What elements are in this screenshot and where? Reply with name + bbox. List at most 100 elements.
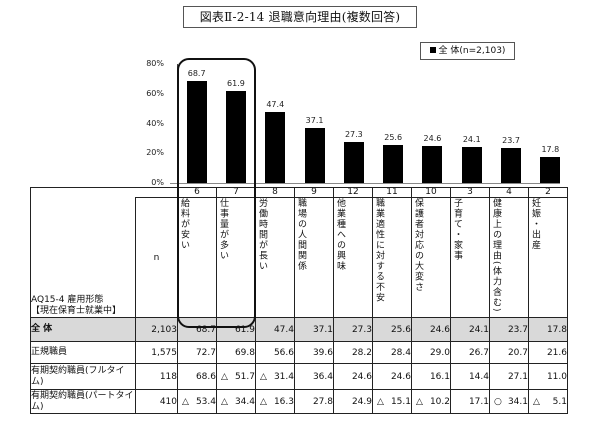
cell-value: △ 34.4 <box>216 389 256 414</box>
value-text: 72.7 <box>195 347 216 358</box>
col-label: 職場の人間関係 <box>294 197 334 318</box>
cell-value: 36.4 <box>294 363 334 390</box>
cell-value: 11.0 <box>528 363 568 390</box>
bar-value-label: 23.7 <box>502 135 520 145</box>
col-label: 子育て・家事 <box>450 197 490 318</box>
bar-chart: 80% 60% 40% 20% 0% 68.7 61.9 47.4 37.1 27.3 2… <box>0 0 600 190</box>
cell-value: △ 15.1 <box>372 389 412 414</box>
value-text: 20.7 <box>507 347 528 358</box>
bar <box>343 142 364 183</box>
row-label: 全 体 <box>30 317 136 342</box>
row-label: 有期契約職員(フルタイム) <box>30 363 136 390</box>
triangle-mark-icon: △ <box>260 371 267 382</box>
cell-value: 56.6 <box>255 341 295 364</box>
y-tick-20: 20% <box>146 148 164 157</box>
value-text: 21.6 <box>546 347 567 358</box>
cell-value: 24.6 <box>333 363 373 390</box>
value-text: 17.8 <box>546 324 567 335</box>
cell-value: 28.2 <box>333 341 373 364</box>
y-axis <box>177 64 178 184</box>
value-text: 61.9 <box>234 324 255 335</box>
value-text: 27.3 <box>351 324 372 335</box>
bar <box>265 112 286 183</box>
row-n: 410 <box>135 389 178 414</box>
bar-value-label: 61.9 <box>227 78 245 88</box>
col-code: 9 <box>294 187 334 198</box>
triangle-mark-icon: △ <box>182 396 189 407</box>
value-text: 68.7 <box>195 324 216 335</box>
cell-value: 24.6 <box>411 317 451 342</box>
col-code: 3 <box>450 187 490 198</box>
value-text: 26.7 <box>468 347 489 358</box>
col-code: 7 <box>216 187 256 198</box>
cell-value: 24.9 <box>333 389 373 414</box>
value-text: 16.1 <box>429 371 450 382</box>
table-row: 正規職員 1,575 72.7 69.8 56.6 39.6 28.2 28.4 29.0 26.… <box>30 341 568 364</box>
legend-swatch-icon <box>429 47 436 53</box>
cell-value: 39.6 <box>294 341 334 364</box>
n-header: n <box>135 197 178 318</box>
cell-value: 28.4 <box>372 341 412 364</box>
figure-title: 図表Ⅱ-2-14 退職意向理由(複数回答) <box>183 6 417 28</box>
col-code: 8 <box>255 187 295 198</box>
table-row: 有期契約職員(パートタイム) 410 △ 53.4 △ 34.4 △ 16.3 27.8 24.9… <box>30 389 568 414</box>
value-text: 31.4 <box>273 371 294 382</box>
bar <box>540 156 561 183</box>
cell-value: 27.1 <box>489 363 529 390</box>
row-n: 1,575 <box>135 341 178 364</box>
value-text: 24.6 <box>429 324 450 335</box>
cell-value: 14.4 <box>450 363 490 390</box>
value-text: 17.1 <box>468 396 489 407</box>
bar-value-label: 47.4 <box>266 100 285 110</box>
col-code: 2 <box>528 187 568 198</box>
triangle-mark-icon: △ <box>221 396 228 407</box>
value-text: 37.1 <box>312 324 333 335</box>
triangle-mark-icon: △ <box>260 396 267 407</box>
row-header-label: AQ15-4 雇用形態 【現在保育士就業中】 <box>30 197 136 318</box>
data-table: 6 7 8 9 12 11 10 3 4 2 給料が安い 仕事量が多い 労働時間… <box>30 187 568 414</box>
col-label: 妊娠・出産 <box>528 197 568 318</box>
value-text: 51.7 <box>234 371 255 382</box>
chart-legend: 全 体(n=2,103) <box>420 42 515 60</box>
col-label: 他業種への興味 <box>333 197 373 318</box>
cell-value: 61.9 <box>216 317 256 342</box>
col-label: 仕事量が多い <box>216 197 256 318</box>
circle-mark-icon: ○ <box>494 396 502 407</box>
triangle-mark-icon: △ <box>416 396 423 407</box>
col-code: 10 <box>411 187 451 198</box>
value-text: 14.4 <box>468 371 489 382</box>
value-text: 69.8 <box>234 347 255 358</box>
legend-label: 全 体(n=2,103) <box>438 46 506 56</box>
bar-value-label: 27.3 <box>344 130 363 140</box>
y-tick-80: 80% <box>146 59 164 68</box>
value-text: 23.7 <box>507 324 528 335</box>
col-label: 保護者対応の大変さ <box>411 197 451 318</box>
y-tick-40: 40% <box>146 119 164 128</box>
value-text: 24.6 <box>390 371 411 382</box>
cell-value: 17.1 <box>450 389 490 414</box>
col-label: 健康上の理由(体力含む) <box>489 197 529 318</box>
value-text: 27.8 <box>312 396 333 407</box>
cell-value: 69.8 <box>216 341 256 364</box>
value-text: 27.1 <box>507 371 528 382</box>
col-label: 職業適性に対する不安 <box>372 197 412 318</box>
value-text: 34.1 <box>507 396 528 407</box>
value-text: 5.1 <box>552 396 567 407</box>
table-row: 全 体 2,103 68.7 61.9 47.4 37.1 27.3 25.6 24.6 24.1… <box>30 317 568 342</box>
col-code: 11 <box>372 187 412 198</box>
bar <box>383 144 404 183</box>
value-text: 28.4 <box>390 347 411 358</box>
cell-value: 29.0 <box>411 341 451 364</box>
value-text: 29.0 <box>429 347 450 358</box>
value-text: 15.1 <box>390 396 411 407</box>
value-text: 53.4 <box>195 396 216 407</box>
value-text: 47.4 <box>273 324 294 335</box>
cell-value: 21.6 <box>528 341 568 364</box>
value-text: 11.0 <box>546 371 567 382</box>
value-text: 34.4 <box>234 396 255 407</box>
col-code: 6 <box>177 187 217 198</box>
bar <box>225 90 246 183</box>
cell-value: 37.1 <box>294 317 334 342</box>
value-text: 16.3 <box>273 396 294 407</box>
value-text: 36.4 <box>312 371 333 382</box>
